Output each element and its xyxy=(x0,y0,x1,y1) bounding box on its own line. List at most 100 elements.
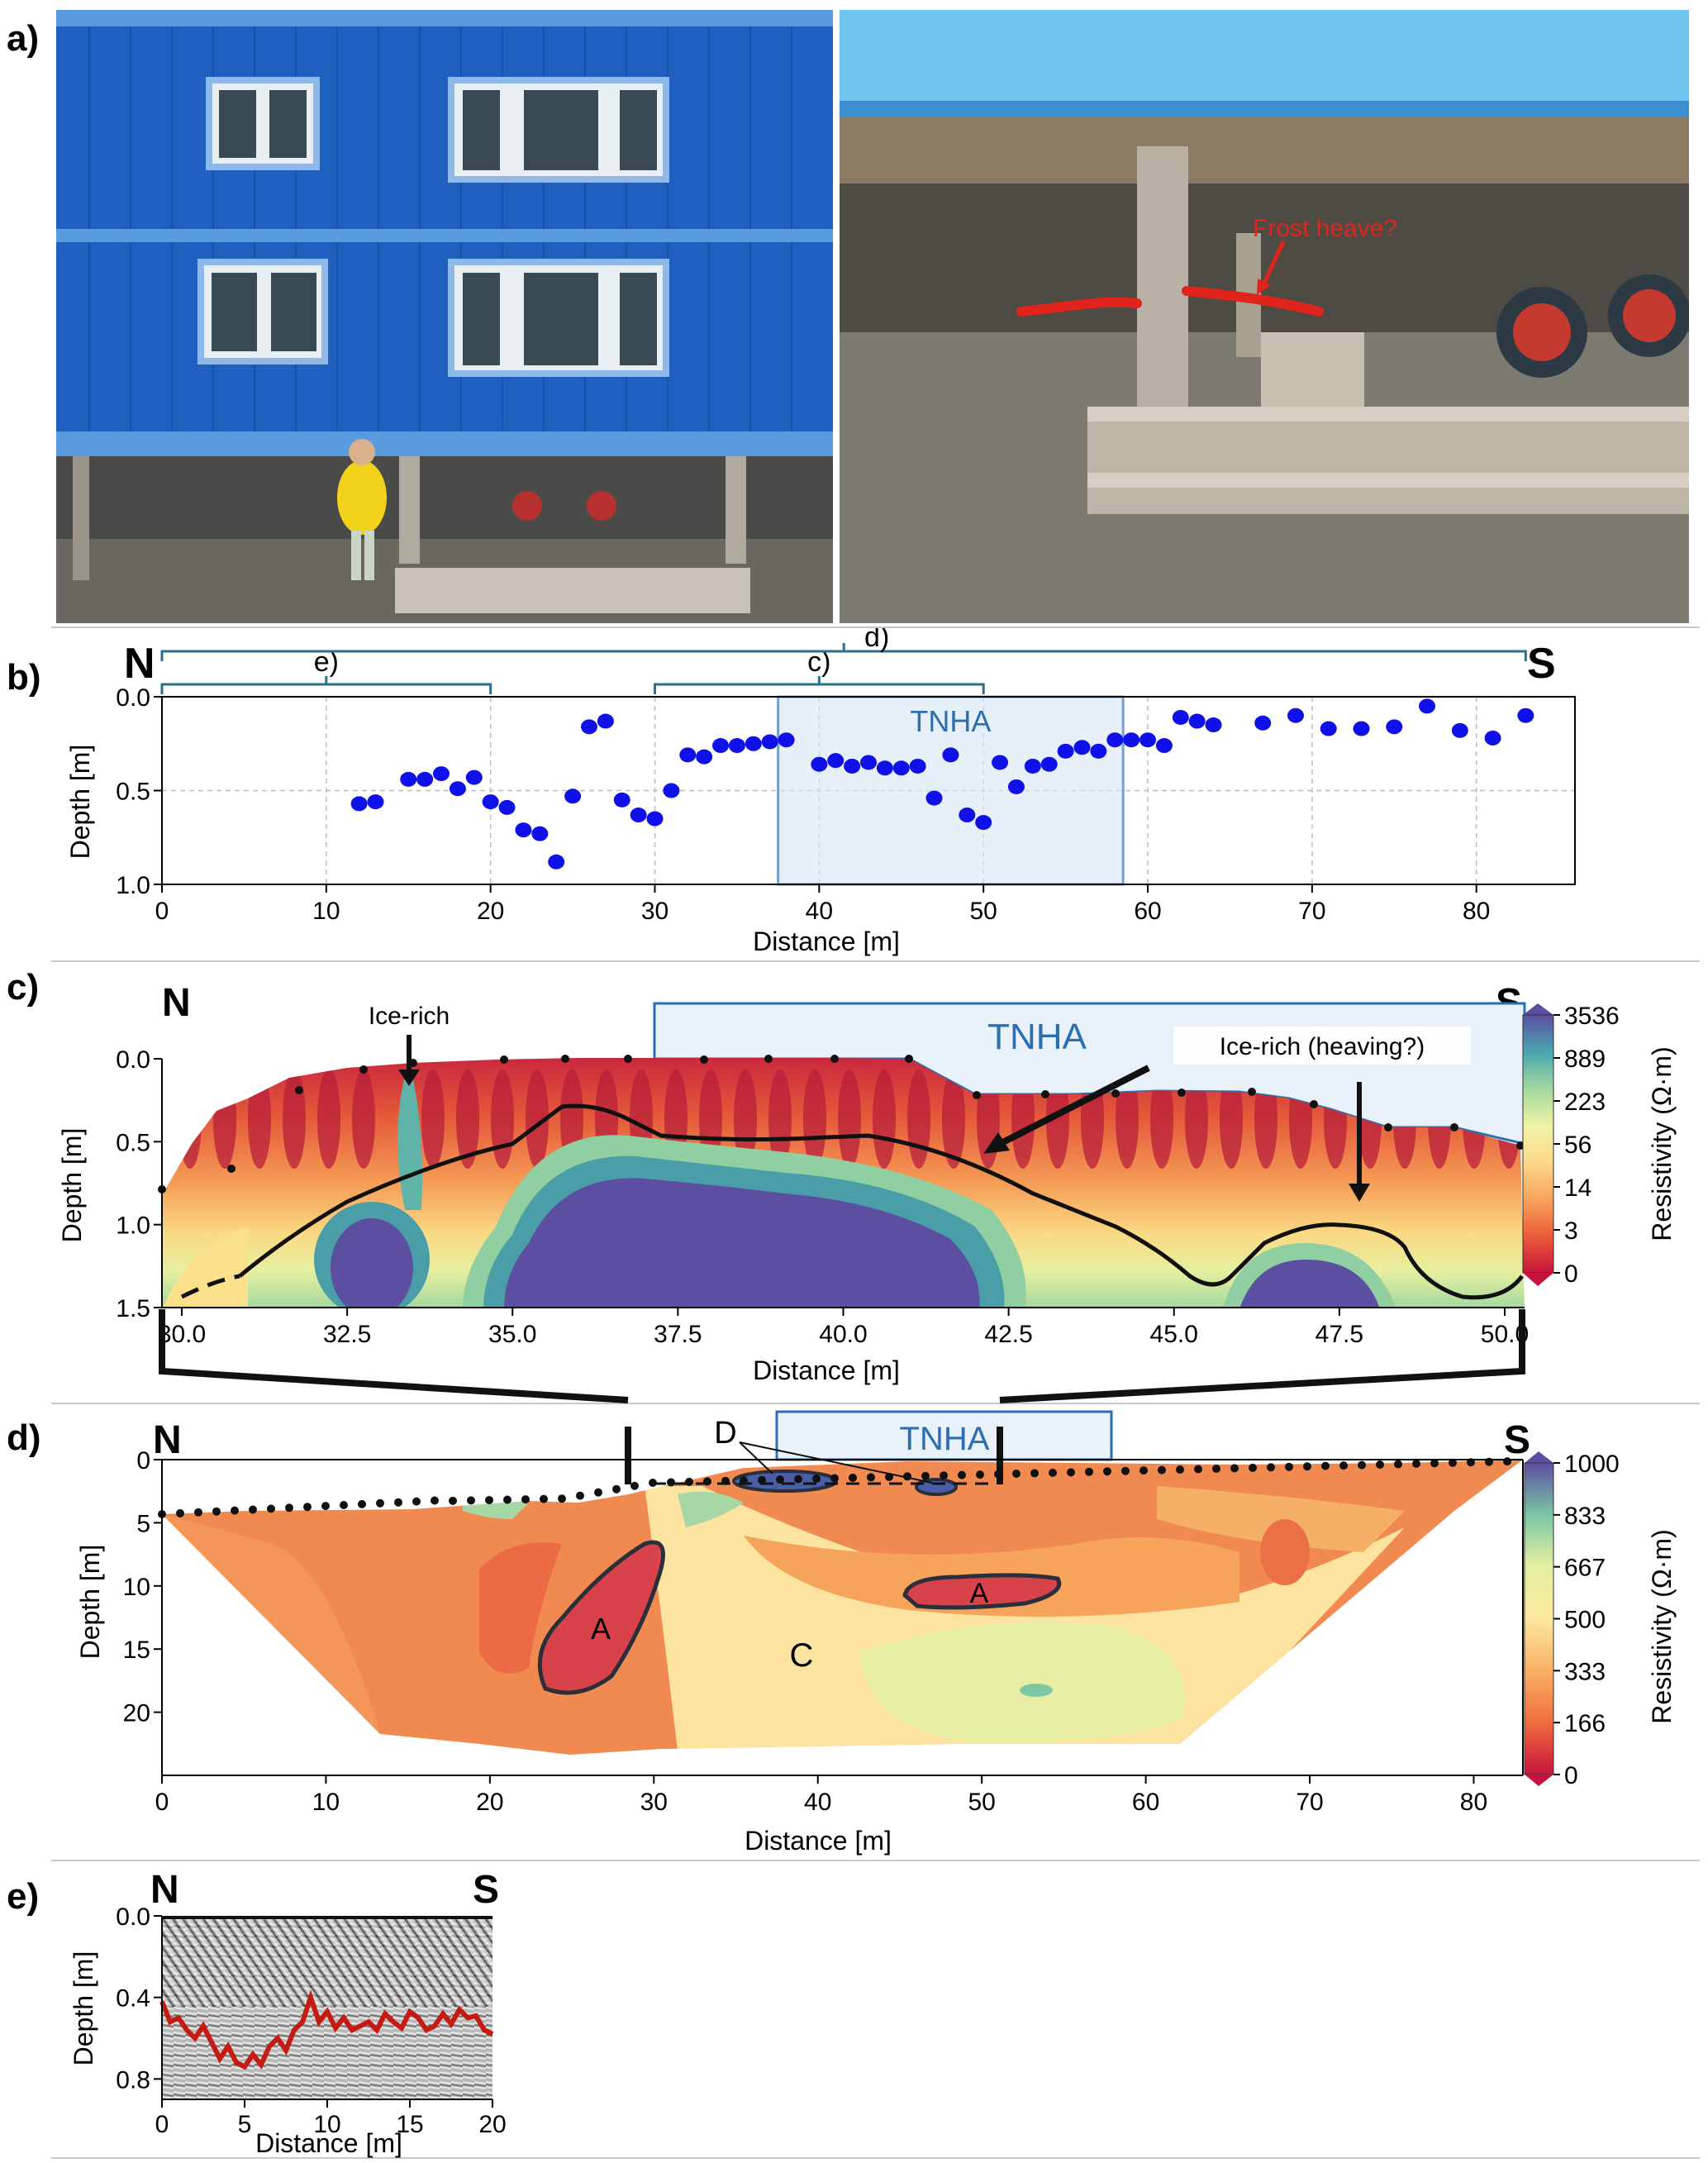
data-point xyxy=(761,734,778,750)
x-tick-label: 0 xyxy=(155,2111,169,2138)
conductive-lobe xyxy=(1011,1070,1035,1169)
data-point xyxy=(1155,738,1173,754)
electrode-marker xyxy=(359,1065,368,1074)
y-tick-label: 0 xyxy=(136,1447,150,1475)
y-axis-label: Depth [m] xyxy=(57,1128,87,1243)
foundation-photo: Frost heave? xyxy=(840,10,1689,623)
electrode-marker xyxy=(905,1055,913,1063)
conductive-lobe xyxy=(526,1070,549,1169)
tnha-label: TNHA xyxy=(910,704,991,738)
colorbar-title: Resistivity (Ω·m) xyxy=(1647,1046,1677,1241)
electrode-marker xyxy=(830,1474,839,1483)
frost-heave-annotation: Frost heave? xyxy=(1253,215,1398,242)
electrode-marker xyxy=(976,1470,984,1479)
colorbar-tick-label: 3536 xyxy=(1564,1003,1620,1030)
electrode-marker xyxy=(740,1476,748,1485)
data-point xyxy=(597,713,614,729)
x-tick-label: 32.5 xyxy=(323,1321,371,1348)
conductive-lobe xyxy=(283,1070,306,1169)
anomaly-label: C xyxy=(790,1637,814,1674)
resistivity-section xyxy=(162,1460,1523,1755)
electrode-marker xyxy=(340,1501,348,1509)
data-point xyxy=(1057,743,1074,759)
colorbar-tick-label: 166 xyxy=(1564,1710,1606,1737)
colorbar-tick-label: 0 xyxy=(1564,1762,1578,1789)
heaving-annotation: Ice-rich (heaving?) xyxy=(1220,1033,1425,1060)
electrode-marker xyxy=(1067,1468,1075,1477)
data-point xyxy=(696,749,713,765)
x-tick-label: 10 xyxy=(312,898,340,925)
anomaly-label: A xyxy=(970,1578,989,1609)
x-tick-label: 10 xyxy=(312,1789,340,1816)
electrode-marker xyxy=(703,1477,711,1486)
colorbar-tick-label: 889 xyxy=(1564,1046,1606,1073)
anomaly-label: D xyxy=(714,1416,736,1451)
panel-d-label: d) xyxy=(7,1417,41,1458)
ice-rich-annotation: Ice-rich xyxy=(369,1003,450,1030)
data-point xyxy=(975,815,992,831)
data-point xyxy=(1254,715,1272,731)
y-tick-label: 0.0 xyxy=(116,1903,150,1931)
divider xyxy=(51,1860,1700,1861)
conductive-lobe xyxy=(317,1070,340,1169)
conductive-lobe xyxy=(942,1070,965,1169)
electrode-marker xyxy=(921,1471,930,1480)
electrode-marker xyxy=(431,1496,439,1505)
data-point xyxy=(992,755,1009,770)
electrode-marker xyxy=(1178,1089,1186,1097)
x-tick-label: 20 xyxy=(477,898,504,925)
x-tick-label: 40 xyxy=(806,898,833,925)
data-point xyxy=(548,854,565,869)
electrode-marker xyxy=(630,1481,639,1490)
x-tick-label: 70 xyxy=(1296,1789,1323,1816)
anomaly-d-left xyxy=(732,1470,838,1493)
electrode-marker xyxy=(1384,1123,1392,1132)
section-bracket xyxy=(160,643,1527,661)
x-axis-label: Distance [m] xyxy=(255,2128,402,2158)
south-label: S xyxy=(473,1868,499,1912)
south-label: S xyxy=(1504,1418,1530,1462)
axes: 30.0 32.5 35.0 37.5 40.0 42.5 45.0 47.5 50.00.00… xyxy=(116,1046,1529,1348)
conductive-lobe xyxy=(491,1070,514,1169)
electrode-marker xyxy=(485,1495,493,1504)
electrode-marker xyxy=(176,1508,184,1517)
electrode-marker xyxy=(624,1055,632,1063)
electrode-marker xyxy=(394,1498,402,1507)
section-brackets: e) c)d) xyxy=(160,628,1527,694)
electrode-marker xyxy=(558,1494,566,1503)
x-tick-label: 30 xyxy=(640,1789,668,1816)
colorbar-tick-label: 223 xyxy=(1564,1089,1606,1116)
x-tick-label: 0 xyxy=(155,1789,169,1816)
axes: 0 10 20 30 40 50 60 70 80 0 5 10 15 20 xyxy=(123,1447,1524,1816)
electrode-marker xyxy=(1249,1463,1257,1472)
electrode-marker xyxy=(1230,1464,1239,1473)
x-tick-label: 42.5 xyxy=(984,1321,1032,1348)
x-tick-label: 45.0 xyxy=(1150,1321,1198,1348)
electrode-marker xyxy=(521,1495,530,1504)
conductive-lobe xyxy=(1046,1070,1069,1169)
conductive-lobe xyxy=(699,1070,722,1169)
arrow-icon xyxy=(398,1070,420,1086)
electrode-marker xyxy=(612,1484,621,1494)
electrode-marker xyxy=(794,1475,802,1484)
electrode-marker xyxy=(194,1508,202,1517)
y-tick-label: 0.8 xyxy=(116,2066,150,2094)
electrode-marker xyxy=(1503,1457,1511,1466)
x-tick-label: 47.5 xyxy=(1315,1321,1363,1348)
colorbar xyxy=(1522,1014,1554,1274)
electrode-marker xyxy=(1450,1123,1458,1132)
anomaly-a-right xyxy=(902,1573,1061,1610)
electrode-marker xyxy=(503,1495,511,1504)
electrode-marker xyxy=(500,1055,508,1064)
electrode-marker xyxy=(1285,1462,1293,1471)
electrode-markers xyxy=(158,1457,1511,1518)
electrode-marker xyxy=(758,1475,766,1484)
data-point xyxy=(892,760,910,776)
x-tick-label: 70 xyxy=(1298,898,1325,925)
data-point xyxy=(1188,713,1206,729)
electrode-marker xyxy=(1103,1467,1111,1476)
panel-c-label: c) xyxy=(7,967,40,1008)
x-tick-label: 80 xyxy=(1463,898,1490,925)
electrode-marker xyxy=(212,1507,221,1516)
section-bracket xyxy=(654,676,985,694)
